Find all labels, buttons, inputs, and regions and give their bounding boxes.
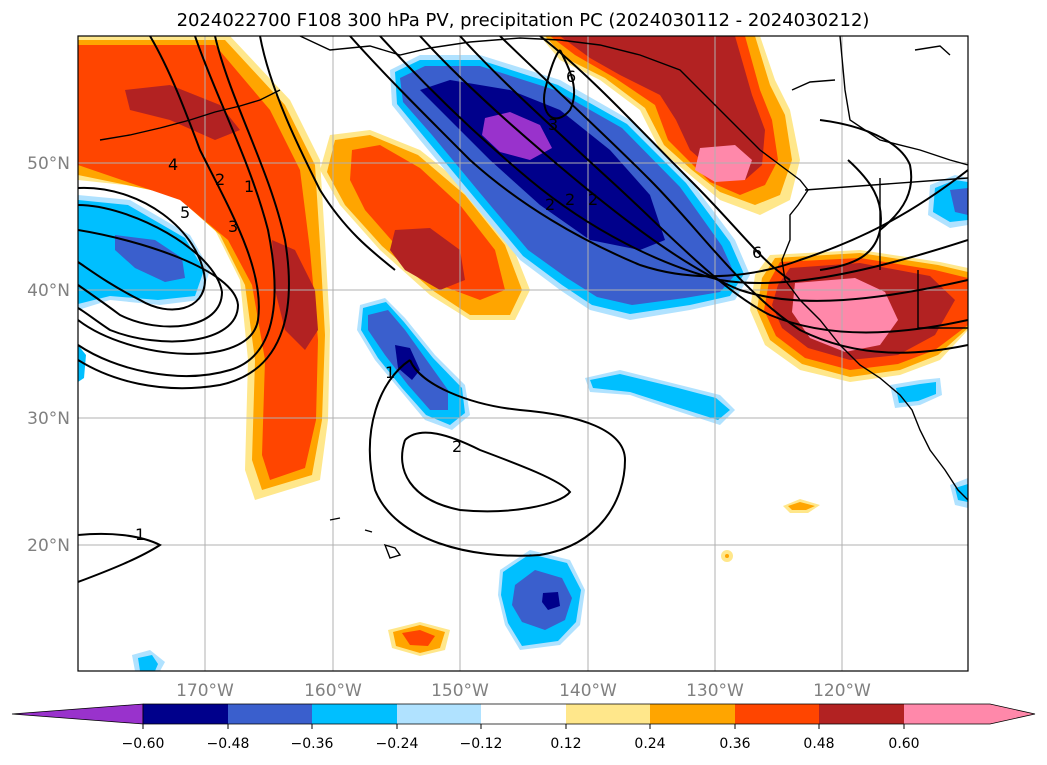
contour-label: 1 — [135, 525, 145, 544]
latitude-labels: 50°N 40°N 30°N 20°N — [27, 154, 70, 556]
colorbar: −0.60 −0.48 −0.36 −0.24 −0.12 0.12 0.24 … — [11, 703, 1036, 752]
map-title: 2024022700 F108 300 hPa PV, precipitatio… — [177, 10, 870, 31]
colorbar-swatch — [566, 704, 650, 724]
colorbar-ticks: −0.60 −0.48 −0.36 −0.24 −0.12 0.12 0.24 … — [122, 724, 920, 752]
colorbar-extend-low — [11, 703, 144, 725]
contour-label: 6 — [566, 67, 576, 86]
contour-label: 1 — [385, 363, 395, 382]
colorbar-swatch — [650, 704, 735, 724]
contour-labels: 5 4 2 1 3 2 2 2 3 6 1 2 1 6 — [135, 67, 762, 544]
longitude-labels: 170°W 160°W 150°W 140°W 130°W 120°W — [176, 681, 871, 701]
precip-anomaly-subtropical-negative — [585, 370, 735, 425]
contour-label: 5 — [180, 203, 190, 222]
lon-label: 130°W — [686, 681, 744, 701]
colorbar-tick-label: 0.60 — [888, 736, 919, 752]
colorbar-swatch — [143, 704, 228, 724]
lon-label: 150°W — [431, 681, 489, 701]
lat-label: 20°N — [27, 536, 70, 556]
lon-label: 160°W — [304, 681, 362, 701]
lon-label: 170°W — [176, 681, 234, 701]
colorbar-tick-label: 0.48 — [803, 736, 834, 752]
colorbar-tick-label: 0.36 — [719, 736, 750, 752]
colorbar-tick-label: −0.12 — [460, 736, 503, 752]
lat-label: 40°N — [27, 281, 70, 301]
plot-frame — [77, 35, 969, 672]
colorbar-tick-label: −0.24 — [376, 736, 419, 752]
precip-anomaly-small-blobs — [388, 499, 820, 656]
precip-anomaly-east-negative — [890, 175, 968, 508]
colorbar-swatch — [819, 704, 904, 724]
colorbar-swatch — [228, 704, 312, 724]
precip-anomaly-south-negative — [132, 550, 585, 671]
colorbar-extend-high — [904, 704, 1035, 724]
contour-label: 2 — [565, 190, 575, 209]
contour-label: 4 — [168, 155, 178, 174]
lon-label: 140°W — [559, 681, 617, 701]
colorbar-tick-label: −0.60 — [122, 736, 165, 752]
colorbar-swatch — [397, 704, 481, 724]
contour-label: 3 — [548, 115, 558, 134]
contour-label: 1 — [244, 177, 254, 196]
colorbar-tick-label: −0.48 — [207, 736, 250, 752]
colorbar-tick-label: −0.36 — [291, 736, 334, 752]
colorbar-swatch — [735, 704, 819, 724]
lat-label: 50°N — [27, 154, 70, 174]
graticule — [78, 36, 968, 671]
pv-contours — [78, 36, 968, 583]
precip-anomaly-west-negative — [78, 195, 210, 382]
contour-label: 2 — [452, 437, 462, 456]
precip-anomaly-hawaii-north-negative — [357, 298, 470, 430]
colorbar-swatch — [481, 704, 566, 724]
colorbar-swatch — [312, 704, 397, 724]
contour-label: 3 — [228, 217, 238, 236]
lon-label: 120°W — [813, 681, 871, 701]
colorbar-tick-label: 0.12 — [550, 736, 581, 752]
contour-label: 6 — [752, 243, 762, 262]
contour-label: 2 — [545, 195, 555, 214]
plot-area: 5 4 2 1 3 2 2 2 3 6 1 2 1 6 — [78, 36, 968, 671]
lat-label: 30°N — [27, 409, 70, 429]
contour-label: 2 — [215, 170, 225, 189]
precip-anomaly-ne-pacific-negative — [390, 55, 750, 320]
colorbar-tick-label: 0.24 — [634, 736, 665, 752]
precip-anomaly-central-blob — [320, 130, 530, 320]
precip-anomaly-california — [750, 250, 968, 382]
contour-label: 2 — [588, 190, 598, 209]
